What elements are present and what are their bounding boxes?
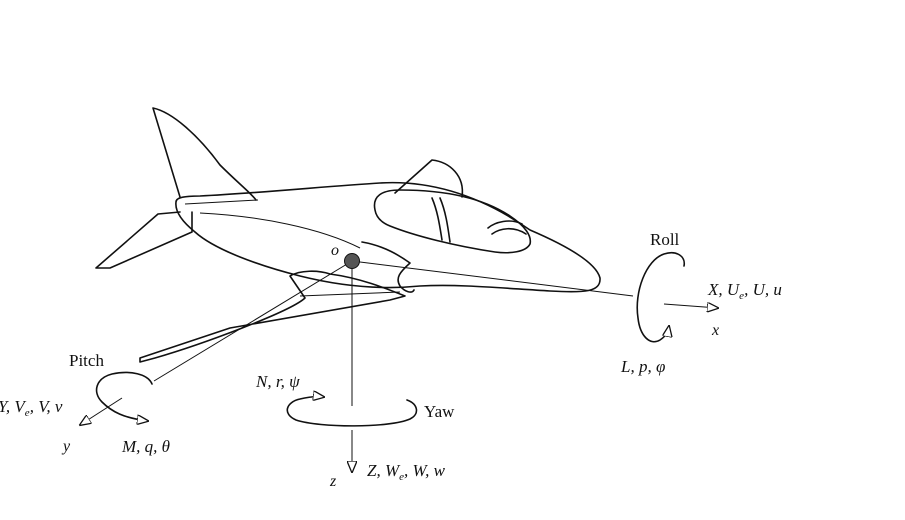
pitch-force-label: Y, Ve, V, v	[0, 397, 63, 419]
pitch-group: Pitch Y, Ve, V, v y M, q, θ	[0, 351, 170, 456]
roll-force-label: X, Ue, U, u	[707, 280, 782, 302]
roll-group: Roll X, Ue, U, u x L, p, φ	[620, 230, 782, 376]
main-wing	[139, 270, 406, 363]
z-axis-label: z	[329, 473, 337, 490]
fuselage	[175, 181, 601, 293]
x-axis-label: x	[711, 322, 719, 339]
yaw-moment-label: N, r, ψ	[255, 372, 300, 391]
pitch-title: Pitch	[69, 351, 104, 370]
air-intake	[361, 241, 415, 293]
origin-point	[344, 253, 360, 269]
origin-label: o	[331, 242, 339, 259]
roll-title: Roll	[650, 230, 680, 249]
roll-moment-label: L, p, φ	[620, 357, 665, 376]
pitch-axis-line	[153, 260, 353, 382]
canopy	[373, 189, 532, 254]
yaw-group: Yaw N, r, ψ Z, We, W, w z	[255, 372, 455, 490]
yaw-force-label: Z, We, W, w	[367, 461, 446, 483]
yaw-title: Yaw	[424, 402, 455, 421]
pitch-rotation-arrow	[95, 371, 153, 421]
roll-axis-line	[351, 260, 634, 297]
vertical-tail	[152, 107, 257, 201]
pitch-moment-label: M, q, θ	[121, 437, 170, 456]
roll-rotation-arrow	[636, 251, 686, 343]
horizontal-stabilizer	[95, 211, 193, 269]
y-axis-label: y	[61, 438, 71, 455]
x-axis-arrow	[663, 304, 718, 308]
yaw-rotation-arrow	[286, 397, 418, 427]
y-axis-arrow	[80, 397, 123, 425]
aircraft-illustration	[95, 107, 601, 363]
